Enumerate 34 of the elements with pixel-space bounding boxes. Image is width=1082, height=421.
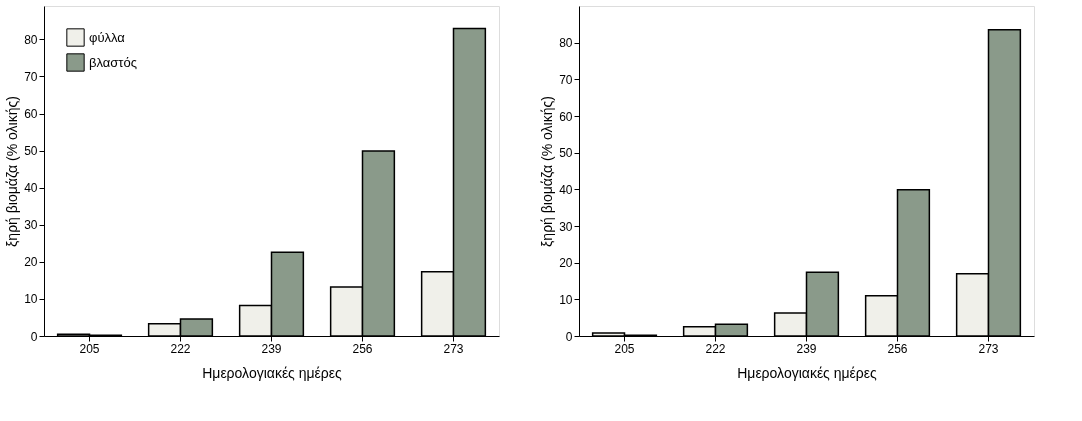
x-tick-label: 222	[170, 341, 191, 356]
y-axis-title: ξηρή βιομάζα (% ολικής)	[4, 96, 21, 247]
y-tick-label: 0	[565, 329, 573, 344]
x-tick-label: 222	[705, 341, 726, 356]
y-tick-label: 70	[559, 72, 573, 87]
legend-label: φύλλα	[89, 29, 126, 45]
x-tick-label: 205	[614, 341, 635, 356]
x-tick-label: 273	[443, 341, 464, 356]
y-tick-label: 40	[559, 182, 573, 197]
y-tick-label: 20	[24, 255, 38, 270]
y-tick-label: 40	[24, 181, 38, 196]
x-axis-title: Ημερολογιακές ημέρες	[737, 364, 878, 381]
y-tick-label: 80	[559, 36, 573, 51]
y-tick-label: 70	[24, 69, 38, 84]
x-tick-label: 205	[79, 341, 100, 356]
y-tick-label: 50	[559, 146, 573, 161]
legend-label: βλαστός	[89, 54, 137, 70]
y-tick-label: 60	[24, 107, 38, 122]
y-tick-label: 60	[559, 109, 573, 124]
y-tick-label: 80	[24, 32, 38, 47]
y-tick-label: 20	[559, 256, 573, 271]
x-tick-label: 239	[796, 341, 817, 356]
y-tick-label: 30	[24, 218, 38, 233]
y-tick-label: 30	[559, 219, 573, 234]
y-tick-label: 10	[559, 292, 573, 307]
x-tick-label: 256	[887, 341, 908, 356]
x-tick-label: 239	[261, 341, 282, 356]
x-axis-title: Ημερολογιακές ημέρες	[202, 364, 343, 381]
x-tick-label: 256	[352, 341, 373, 356]
y-tick-label: 50	[24, 144, 38, 159]
x-tick-label: 273	[978, 341, 999, 356]
y-tick-label: 0	[30, 329, 38, 344]
y-axis-title: ξηρή βιομάζα (% ολικής)	[539, 96, 556, 247]
y-tick-label: 10	[24, 292, 38, 307]
